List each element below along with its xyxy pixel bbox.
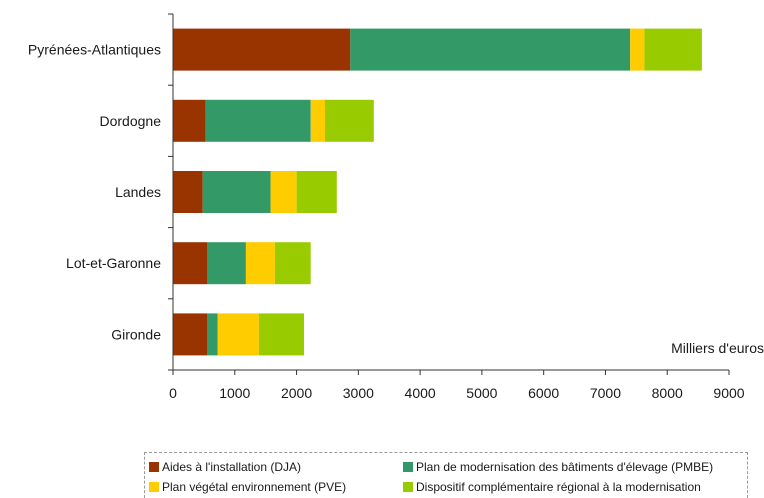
chart-annotation: Milliers d'euros	[671, 340, 764, 356]
bar-segment-2-1	[202, 171, 271, 213]
legend-swatch	[149, 482, 159, 492]
bar-segment-2-3	[296, 171, 337, 213]
legend-label: Plan végétal environnement (PVE)	[162, 480, 347, 494]
bar-segment-1-3	[325, 99, 374, 142]
legend-item: Plan végétal environnement (PVE)	[149, 477, 403, 497]
category-label: Pyrénées-Atlantiques	[28, 42, 161, 58]
axes-layer: Pyrénées-Atlantiques Dordogne Landes Lot-et…	[28, 13, 745, 401]
bar-segment-0-2	[630, 28, 645, 71]
x-tick-label: 0	[169, 385, 177, 401]
category-label: Gironde	[111, 326, 161, 342]
bar-segment-4-2	[217, 313, 259, 356]
chart: Pyrénées-Atlantiques Dordogne Landes Lot-et…	[28, 13, 764, 401]
x-tick-label: 7000	[590, 385, 621, 401]
bar-segment-3-3	[274, 242, 311, 285]
legend-label: Dispositif complémentaire régional à la …	[416, 480, 701, 494]
category-label: Lot-et-Garonne	[66, 255, 161, 271]
legend-swatch	[403, 482, 413, 492]
x-tick-label: 3000	[343, 385, 374, 401]
x-tick-label: 5000	[466, 385, 497, 401]
bar-segment-2-0	[173, 171, 203, 213]
bar-segment-4-1	[207, 313, 218, 356]
x-tick-label: 8000	[652, 385, 683, 401]
x-tick-label: 1000	[219, 385, 250, 401]
x-tick-label: 6000	[528, 385, 559, 401]
bar-segment-1-1	[205, 99, 311, 142]
x-tick-label: 9000	[713, 385, 744, 401]
category-label: Dordogne	[100, 113, 162, 129]
x-tick-label: 2000	[281, 385, 312, 401]
x-tick-label: 4000	[405, 385, 436, 401]
bar-segment-1-0	[173, 99, 206, 142]
bar-segment-3-0	[173, 242, 207, 285]
legend-item: Plan de modernisation des bâtiments d'él…	[403, 457, 749, 477]
bar-segment-1-2	[310, 99, 325, 142]
legend-swatch	[149, 462, 159, 472]
legend-swatch	[403, 462, 413, 472]
bars-layer	[173, 28, 702, 356]
legend-label: Aides à l'installation (DJA)	[162, 460, 302, 474]
bar-segment-0-1	[350, 28, 631, 71]
bar-segment-0-3	[644, 28, 702, 71]
bar-segment-0-0	[173, 28, 351, 71]
bar-segment-4-0	[173, 313, 207, 356]
bar-segment-2-2	[270, 171, 297, 213]
legend-item: Aides à l'installation (DJA)	[149, 457, 403, 477]
legend: Aides à l'installation (DJA) Plan de mode…	[144, 452, 748, 498]
bar-segment-3-2	[245, 242, 275, 285]
legend-item: Dispositif complémentaire régional à la …	[403, 477, 749, 497]
bar-segment-3-1	[207, 242, 246, 285]
category-label: Landes	[115, 184, 161, 200]
legend-label: Plan de modernisation des bâtiments d'él…	[416, 460, 714, 474]
bar-segment-4-3	[258, 313, 304, 356]
